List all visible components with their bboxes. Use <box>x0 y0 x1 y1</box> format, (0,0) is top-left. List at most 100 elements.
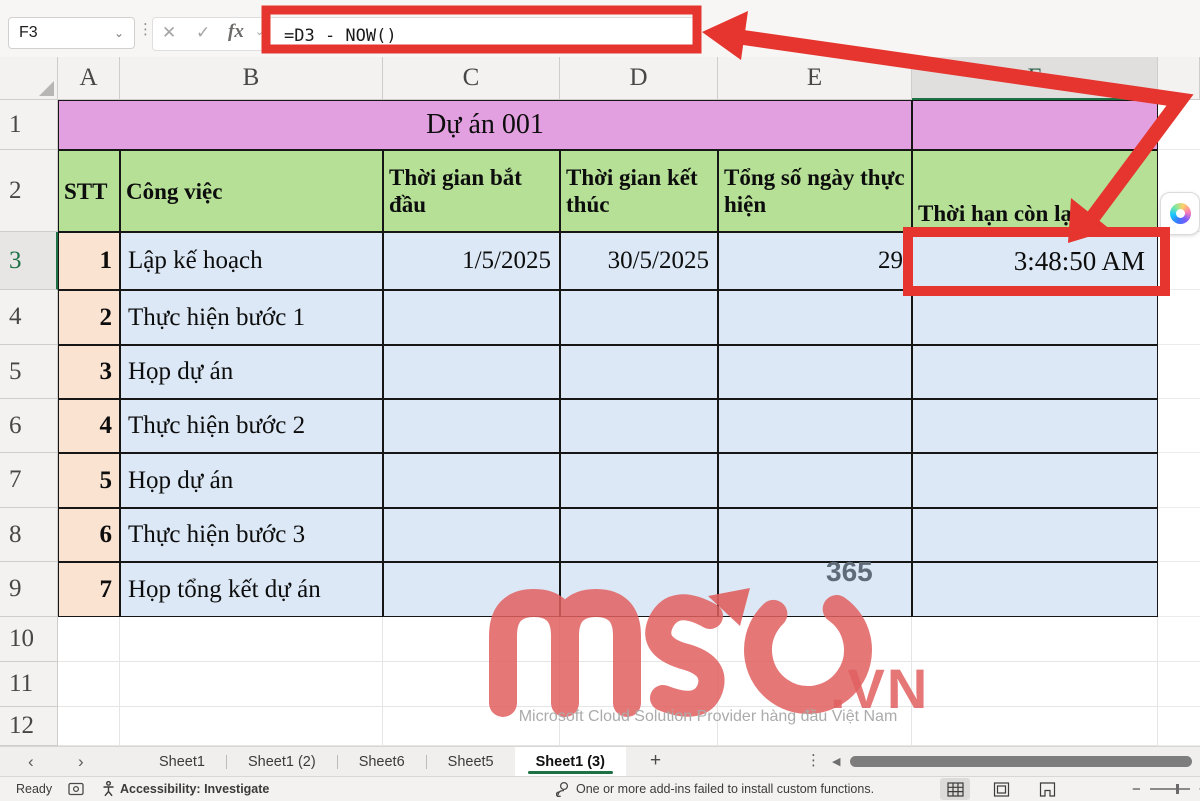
cell-D6[interactable] <box>560 399 718 453</box>
cell-D5[interactable] <box>560 345 718 399</box>
select-all-button[interactable] <box>0 57 58 100</box>
cell-F4[interactable] <box>912 290 1158 345</box>
empty-cell[interactable] <box>1158 345 1200 399</box>
cell-E5[interactable] <box>718 345 912 399</box>
row-header-1[interactable]: 1 <box>0 100 58 150</box>
page-break-view-button[interactable] <box>1032 778 1062 800</box>
cell-C6[interactable] <box>383 399 560 453</box>
normal-view-button[interactable] <box>940 778 970 800</box>
formula-bar-text[interactable]: =D3 - NOW() <box>284 26 397 46</box>
empty-cell[interactable] <box>1158 399 1200 453</box>
cell-A8[interactable]: 6 <box>58 508 120 562</box>
cell-E7[interactable] <box>718 453 912 508</box>
insert-function-icon[interactable]: fx <box>228 21 244 42</box>
column-header-d[interactable]: D <box>560 57 718 100</box>
empty-cell[interactable] <box>120 662 383 707</box>
cell-F9[interactable] <box>912 562 1158 617</box>
row-header-8[interactable]: 8 <box>0 508 58 562</box>
cell-F3[interactable]: 3:48:50 AM <box>912 232 1158 290</box>
cell-C5[interactable] <box>383 345 560 399</box>
row-header-4[interactable]: 4 <box>0 290 58 345</box>
cell-D8[interactable] <box>560 508 718 562</box>
addin-warning[interactable]: One or more add-ins failed to install cu… <box>556 777 874 801</box>
row-header-12[interactable]: 12 <box>0 707 58 746</box>
cell-B3[interactable]: Lập kế hoạch <box>120 232 383 290</box>
accessibility-status[interactable]: Accessibility: Investigate <box>102 777 269 801</box>
cell-D3[interactable]: 30/5/2025 <box>560 232 718 290</box>
header-cell-stt[interactable]: STT <box>58 150 120 232</box>
row-header-7[interactable]: 7 <box>0 453 58 508</box>
sheet-tab-sheet1-2-[interactable]: Sheet1 (2) <box>247 754 316 770</box>
cell-E6[interactable] <box>718 399 912 453</box>
header-cell-remaining[interactable]: Thời hạn còn lại <box>912 150 1158 232</box>
row-header-3[interactable]: 3 <box>0 232 58 290</box>
sheet-tab-sheet1[interactable]: Sheet1 <box>159 754 205 770</box>
cell-F1[interactable] <box>912 100 1158 150</box>
tab-options-icon[interactable]: ⋮ <box>806 752 821 769</box>
table-title-cell[interactable]: Dự án 001 <box>58 100 912 150</box>
row-header-5[interactable]: 5 <box>0 345 58 399</box>
empty-cell[interactable] <box>718 707 912 746</box>
cell-E4[interactable] <box>718 290 912 345</box>
copilot-button[interactable] <box>1160 192 1200 235</box>
cell-A5[interactable]: 3 <box>58 345 120 399</box>
empty-cell[interactable] <box>58 617 120 662</box>
empty-cell[interactable] <box>383 662 560 707</box>
empty-cell[interactable] <box>120 707 383 746</box>
empty-cell[interactable] <box>560 662 718 707</box>
empty-cell[interactable] <box>58 707 120 746</box>
empty-cell[interactable] <box>1158 562 1200 617</box>
zoom-slider-thumb[interactable] <box>1175 784 1179 794</box>
cell-E3[interactable]: 29 <box>718 232 912 290</box>
cell-A3[interactable]: 1 <box>58 232 120 290</box>
row-header-9[interactable]: 9 <box>0 562 58 617</box>
cell-C8[interactable] <box>383 508 560 562</box>
empty-cell[interactable] <box>1158 662 1200 707</box>
empty-cell[interactable] <box>1158 100 1200 150</box>
zoom-out-icon[interactable]: − <box>1132 780 1141 798</box>
cell-F5[interactable] <box>912 345 1158 399</box>
cell-B5[interactable]: Họp dự án <box>120 345 383 399</box>
empty-cell[interactable] <box>1158 617 1200 662</box>
empty-cell[interactable] <box>1158 453 1200 508</box>
cell-B8[interactable]: Thực hiện bước 3 <box>120 508 383 562</box>
column-header-a[interactable]: A <box>58 57 120 100</box>
column-header-b[interactable]: B <box>120 57 383 100</box>
empty-cell[interactable] <box>912 617 1158 662</box>
prev-sheet-icon[interactable]: ‹ <box>28 752 34 771</box>
sheet-tab-sheet6[interactable]: Sheet6 <box>358 754 405 770</box>
empty-cell[interactable] <box>1158 232 1200 290</box>
cell-D9[interactable] <box>560 562 718 617</box>
cell-D7[interactable] <box>560 453 718 508</box>
column-header-c[interactable]: C <box>383 57 560 100</box>
scroll-left-icon[interactable]: ◀ <box>832 756 841 768</box>
name-box[interactable]: F3 ⌄ <box>8 17 135 49</box>
cell-B9[interactable]: Họp tổng kết dự án <box>120 562 383 617</box>
cell-B4[interactable]: Thực hiện bước 1 <box>120 290 383 345</box>
cell-B6[interactable]: Thực hiện bước 2 <box>120 399 383 453</box>
empty-cell[interactable] <box>718 617 912 662</box>
empty-cell[interactable] <box>1158 707 1200 746</box>
header-cell-start[interactable]: Thời gian bắt đầu <box>383 150 560 232</box>
cancel-icon[interactable]: ✕ <box>162 23 177 42</box>
sheet-tab-sheet1-3-[interactable]: Sheet1 (3) <box>514 747 626 777</box>
macro-record-icon[interactable] <box>68 777 84 801</box>
empty-cell[interactable] <box>560 707 718 746</box>
header-cell-task[interactable]: Công việc <box>120 150 383 232</box>
cell-F8[interactable] <box>912 508 1158 562</box>
empty-cell[interactable] <box>383 617 560 662</box>
cell-D4[interactable] <box>560 290 718 345</box>
cell-A4[interactable]: 2 <box>58 290 120 345</box>
cell-E8[interactable] <box>718 508 912 562</box>
enter-icon[interactable]: ✓ <box>196 23 211 42</box>
empty-cell[interactable] <box>1158 290 1200 345</box>
empty-cell[interactable] <box>383 707 560 746</box>
cell-F6[interactable] <box>912 399 1158 453</box>
empty-cell[interactable] <box>120 617 383 662</box>
header-cell-end[interactable]: Thời gian kết thúc <box>560 150 718 232</box>
empty-cell[interactable] <box>912 707 1158 746</box>
cell-A9[interactable]: 7 <box>58 562 120 617</box>
cell-A6[interactable]: 4 <box>58 399 120 453</box>
row-header-10[interactable]: 10 <box>0 617 58 662</box>
column-header-e[interactable]: E <box>718 57 912 100</box>
